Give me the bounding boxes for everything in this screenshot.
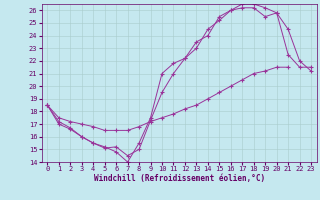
- X-axis label: Windchill (Refroidissement éolien,°C): Windchill (Refroidissement éolien,°C): [94, 174, 265, 183]
